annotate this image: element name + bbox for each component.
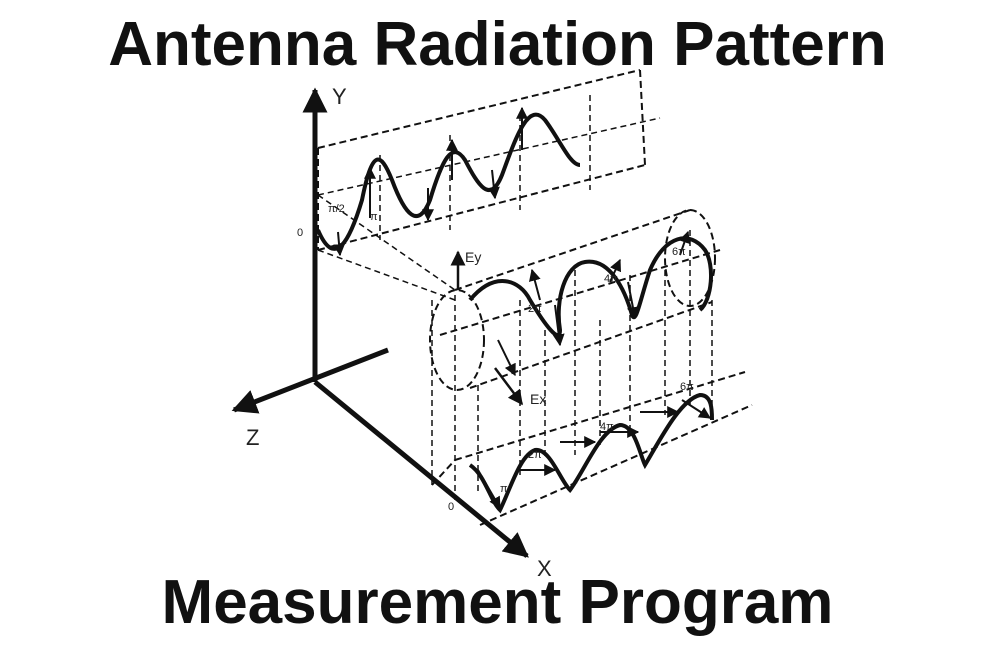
bot-pi-label: π bbox=[500, 483, 508, 495]
ex-vectors bbox=[477, 399, 712, 510]
ex-plane bbox=[431, 371, 753, 526]
ey-plane-rails bbox=[317, 95, 661, 240]
top-zero-label: 0 bbox=[297, 227, 303, 239]
mid-4pi-label: 4π bbox=[604, 273, 618, 285]
helix-vectors bbox=[497, 230, 691, 377]
ey-plane-outline bbox=[317, 69, 646, 251]
ex-wave bbox=[468, 392, 714, 514]
ex-vector bbox=[494, 367, 523, 406]
z-axis bbox=[231, 347, 389, 414]
cylinder-outline bbox=[439, 209, 721, 389]
top-pi-half-label: π/2 bbox=[328, 203, 345, 215]
y-axis-label: Y bbox=[332, 84, 347, 109]
z-axis-label: Z bbox=[246, 425, 259, 450]
diagram-title: Antenna Radiation Pattern bbox=[108, 10, 887, 79]
ey-wave bbox=[316, 112, 581, 251]
x-axis-label: X bbox=[537, 556, 552, 581]
ey-plane bbox=[316, 69, 661, 257]
mid-6pi-label: 6π bbox=[672, 246, 686, 258]
coordinate-axes bbox=[231, 87, 529, 558]
cylinder-front-end bbox=[429, 289, 485, 391]
bot-6pi-label: 6π bbox=[680, 381, 694, 393]
mid-2pi-label: 2π bbox=[528, 303, 542, 315]
ey-label: Ey bbox=[465, 249, 481, 265]
bot-4pi-label: 4π bbox=[600, 421, 614, 433]
bot-2pi-label: 2π bbox=[528, 449, 542, 461]
x-axis bbox=[313, 380, 529, 558]
ex-label: Ex bbox=[530, 391, 546, 407]
bot-zero-label: 0 bbox=[448, 501, 454, 513]
top-pi-label: π bbox=[370, 211, 378, 223]
diagram-subtitle: Measurement Program bbox=[161, 568, 834, 637]
ex-plane-outline bbox=[431, 371, 753, 526]
ey-vectors bbox=[333, 106, 528, 257]
